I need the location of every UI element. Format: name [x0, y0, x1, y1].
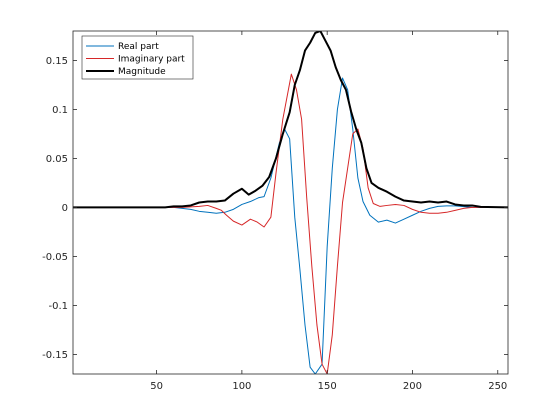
x-tick-label: 50	[150, 381, 163, 392]
series-layer	[73, 31, 508, 374]
series-line-magnitude	[73, 31, 508, 209]
y-tick-label: 0.05	[46, 154, 68, 165]
legend: Real part Imaginary part Magnitude	[81, 35, 194, 80]
y-tick-label: 0	[62, 203, 68, 214]
x-tick-label: 100	[232, 381, 251, 392]
y-tick-label: -0.15	[42, 350, 68, 361]
y-tick-label: 0.15	[46, 56, 68, 67]
x-tick-label: 250	[488, 381, 507, 392]
series-line-imaginary-part	[73, 73, 508, 374]
legend-label-magnitude: Magnitude	[118, 67, 166, 77]
x-tick-label: 150	[318, 381, 337, 392]
legend-items: Real part Imaginary part Magnitude	[86, 42, 185, 77]
legend-label-real-part: Real part	[118, 42, 159, 52]
x-tick-label: 200	[403, 381, 422, 392]
axes-box	[72, 30, 509, 375]
series-line-real-part	[73, 77, 508, 374]
y-tick-label: 0.1	[52, 105, 68, 116]
y-tick-label: -0.05	[42, 252, 68, 263]
y-tick-label: -0.1	[48, 301, 68, 312]
tick-layer: 50 100 150 200 250 -0.15 -0.1 -0.05 0 0.05 0.1 0.15	[42, 31, 508, 392]
legend-label-imaginary-part: Imaginary part	[118, 55, 185, 65]
